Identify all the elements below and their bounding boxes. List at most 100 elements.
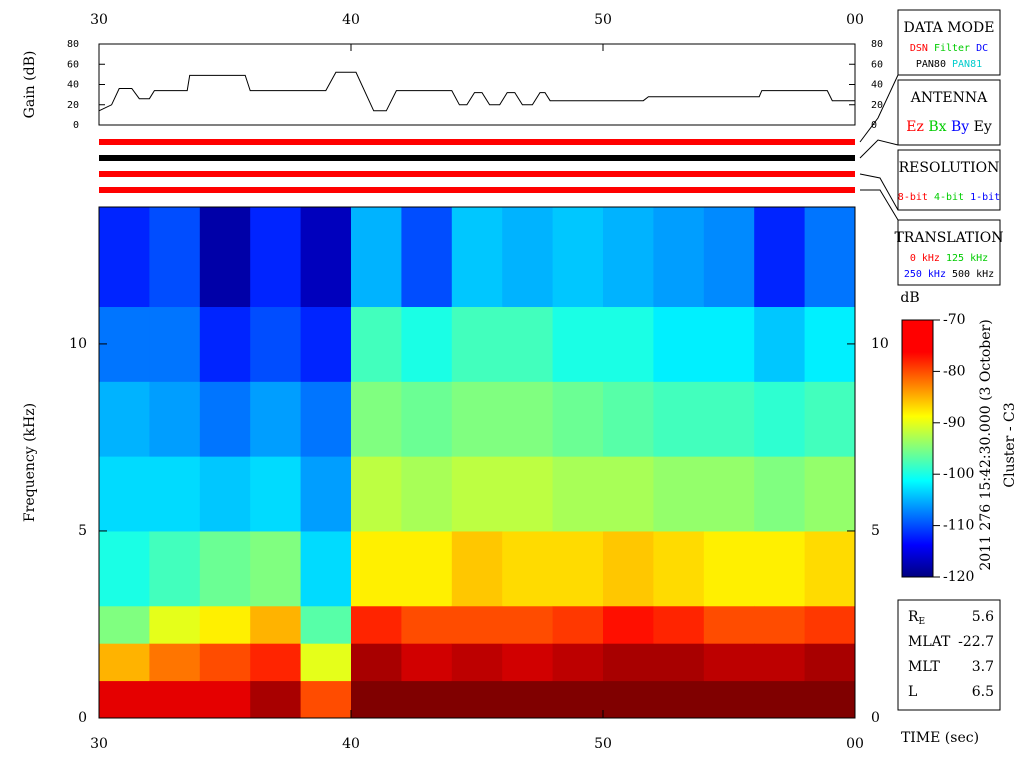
heatmap-cell — [401, 680, 453, 719]
heatmap-cell — [401, 530, 453, 607]
heatmap-cell — [199, 605, 251, 644]
heatmap-cell — [603, 680, 654, 719]
heatmap-cell — [149, 456, 201, 532]
heatmap-cell — [804, 680, 856, 719]
heatmap-cell — [99, 456, 150, 532]
heatmap-cell — [804, 456, 856, 532]
heatmap-cell — [351, 207, 402, 308]
heatmap-cell — [401, 643, 453, 682]
legend-item: By — [951, 119, 969, 135]
heatmap-cell — [703, 605, 755, 644]
legend-box — [897, 219, 1001, 286]
heatmap-cell — [603, 207, 654, 308]
gain-frame — [98, 43, 856, 126]
heatmap-cell — [552, 456, 604, 532]
heatmap-cell — [149, 643, 201, 682]
x-tick-label: 40 — [342, 12, 360, 28]
orbit-value: -22.7 — [958, 634, 994, 650]
legend-item: 1-bit — [970, 192, 1000, 203]
heatmap-cell — [149, 680, 201, 719]
y-tick-label: 20 — [67, 100, 79, 111]
heatmap-cell — [703, 680, 755, 719]
heatmap-cell — [552, 605, 604, 644]
indicator-bar — [99, 155, 855, 161]
legend-row: 250 kHz 500 kHz — [904, 269, 994, 280]
legend-title: RESOLUTION — [899, 160, 1000, 176]
heatmap-cell — [351, 530, 402, 607]
heatmap-cell — [199, 207, 251, 308]
heatmap-cell — [653, 643, 705, 682]
spectrogram-frame — [98, 206, 856, 719]
heatmap-cell — [300, 680, 352, 719]
heatmap-cell — [603, 381, 654, 457]
indicator-bar — [99, 171, 855, 177]
y-tick-label: 10 — [871, 336, 889, 352]
orbit-value: 5.6 — [972, 609, 994, 625]
legend-item: Bx — [928, 119, 946, 135]
y-tick-label: 0 — [871, 710, 880, 726]
heatmap-cell — [603, 456, 654, 532]
legend-item: Filter — [934, 43, 970, 54]
legend-item: 8-bit — [898, 192, 928, 203]
heatmap-cell — [502, 381, 554, 457]
heatmap-cell — [653, 530, 705, 607]
heatmap-cell — [603, 306, 654, 382]
heatmap-cell — [451, 306, 503, 382]
colorbar-tick-label: -80 — [943, 363, 966, 379]
heatmap-cell — [804, 207, 856, 308]
heatmap-cell — [703, 530, 755, 607]
y-axis-label: Gain (dB) — [22, 51, 38, 119]
heatmap-cell — [804, 530, 856, 607]
heatmap-cell — [149, 605, 201, 644]
heatmap-cell — [300, 643, 352, 682]
heatmap-cell — [804, 643, 856, 682]
y-tick-label: 60 — [67, 59, 79, 70]
legend-title: ANTENNA — [910, 90, 988, 106]
heatmap-cell — [99, 381, 150, 457]
connector — [859, 139, 899, 159]
legend-item: 250 kHz — [904, 269, 946, 280]
heatmap-cell — [451, 643, 503, 682]
colorbar-label: dB — [900, 290, 919, 306]
heatmap-cell — [552, 643, 604, 682]
indicator-bar — [99, 187, 855, 193]
y-tick-label: 0 — [78, 710, 87, 726]
colorbar-tick-label: -100 — [943, 466, 974, 482]
heatmap-cell — [401, 456, 453, 532]
y-tick-label: 40 — [871, 80, 883, 91]
colorbar — [901, 319, 934, 578]
heatmap-cell — [552, 207, 604, 308]
heatmap-cell — [451, 381, 503, 457]
y-tick-label: 5 — [871, 523, 880, 539]
heatmap-cell — [754, 306, 806, 382]
heatmap-cell — [351, 605, 402, 644]
orbit-label: RE — [908, 609, 925, 627]
heatmap-cell — [703, 207, 755, 308]
heatmap-cell — [703, 643, 755, 682]
x-tick-label: 50 — [594, 12, 612, 28]
heatmap-cell — [502, 530, 554, 607]
header-line2: Cluster - C3 — [1002, 402, 1018, 487]
heatmap-cell — [653, 207, 705, 308]
legend-row: Ez Bx By Ey — [906, 119, 992, 135]
orbit-label: MLAT — [908, 634, 951, 650]
heatmap-cell — [300, 207, 352, 308]
heatmap-cell — [149, 207, 201, 308]
heatmap-cell — [552, 530, 604, 607]
colorbar-tick-label: -110 — [943, 518, 974, 534]
heatmap-cell — [603, 643, 654, 682]
orbit-label-text: MLAT — [908, 634, 951, 650]
indicator-bar — [99, 139, 855, 145]
colorbar-tick-label: -90 — [943, 415, 966, 431]
heatmap-cell — [149, 381, 201, 457]
orbit-value: 6.5 — [972, 684, 994, 700]
heatmap-cell — [451, 530, 503, 607]
heatmap-cell — [401, 381, 453, 457]
connector — [859, 173, 899, 211]
colorbar-tick-label: -120 — [943, 569, 974, 585]
heatmap-cell — [754, 456, 806, 532]
heatmap-cell — [653, 680, 705, 719]
heatmap-cell — [754, 381, 806, 457]
orbit-label: L — [908, 684, 917, 700]
